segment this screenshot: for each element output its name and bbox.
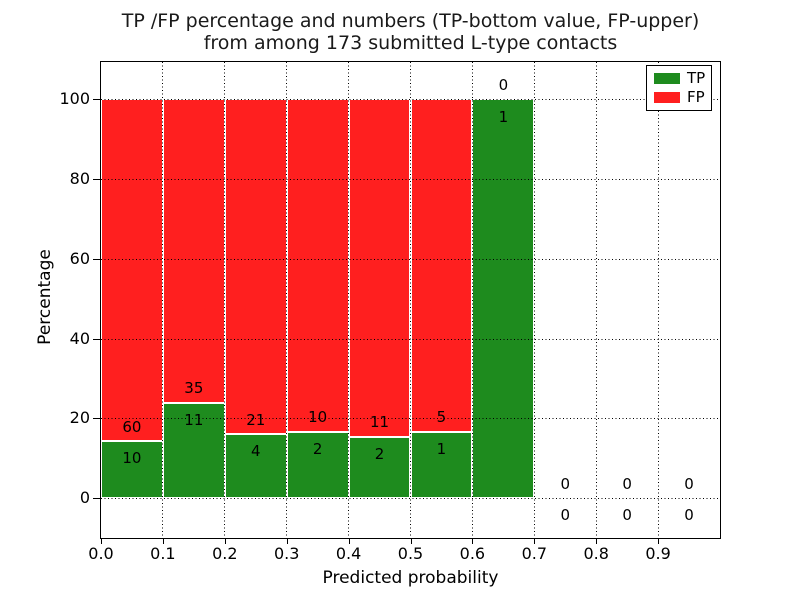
legend-tp-label: TP bbox=[687, 69, 706, 87]
tp-count-label: 0 bbox=[560, 506, 571, 525]
tp-count-label: 2 bbox=[312, 439, 323, 458]
plot-area: 60 10 35 11 21 4 10 2 11 2 5 1 0 1 0 0 0 0 0 0 TP FP bbox=[100, 61, 721, 539]
bar-segment-fp bbox=[410, 99, 473, 432]
legend-row-tp: TP bbox=[647, 71, 711, 86]
fp-count-label: 0 bbox=[684, 474, 694, 493]
y-tick-mark bbox=[93, 258, 100, 260]
x-tick-label: 0.1 bbox=[150, 544, 176, 563]
tp-count-label: 10 bbox=[122, 449, 142, 468]
gridline-vertical bbox=[595, 62, 597, 538]
y-tick-mark bbox=[93, 418, 100, 420]
x-tick-mark bbox=[101, 538, 102, 544]
x-tick-label: 0.2 bbox=[212, 544, 238, 563]
bar-segment-fp bbox=[101, 99, 163, 442]
y-tick-mark bbox=[93, 99, 100, 101]
tp-count-label: 0 bbox=[622, 506, 632, 525]
y-tick-mark bbox=[93, 338, 100, 340]
fp-count-label: 11 bbox=[369, 413, 390, 432]
x-tick-label: 0.0 bbox=[88, 544, 114, 563]
chart-title-line1: TP /FP percentage and numbers (TP-bottom… bbox=[121, 10, 700, 32]
tp-count-label: 4 bbox=[250, 442, 261, 461]
y-tick-label: 20 bbox=[69, 408, 90, 428]
x-tick-mark bbox=[534, 538, 536, 544]
x-tick-label: 0.9 bbox=[645, 544, 671, 563]
chart-title-line2: from among 173 submitted L-type contacts bbox=[203, 32, 618, 54]
y-tick-mark bbox=[93, 498, 100, 500]
fp-count-label: 35 bbox=[184, 379, 204, 398]
fp-count-label: 0 bbox=[498, 76, 509, 95]
y-tick-label: 0 bbox=[79, 488, 90, 508]
bar-segment-tp bbox=[101, 441, 163, 499]
chart-title: TP /FP percentage and numbers (TP-bottom… bbox=[100, 10, 721, 54]
x-tick-mark bbox=[596, 538, 598, 544]
x-tick-mark bbox=[410, 538, 412, 544]
x-tick-mark bbox=[472, 538, 474, 544]
legend: TP FP bbox=[646, 65, 712, 111]
y-tick-label: 100 bbox=[59, 89, 90, 109]
fp-count-label: 21 bbox=[246, 410, 266, 429]
x-tick-label: 0.3 bbox=[273, 544, 300, 563]
x-tick-mark bbox=[658, 538, 660, 544]
legend-fp-swatch-icon bbox=[654, 92, 680, 103]
x-tick-mark bbox=[348, 538, 350, 544]
bar-segment-fp bbox=[286, 99, 349, 432]
bar-segment-fp bbox=[348, 99, 411, 437]
x-tick-label: 0.8 bbox=[583, 544, 609, 563]
tp-count-label: 2 bbox=[374, 444, 385, 463]
y-tick-label: 80 bbox=[69, 169, 90, 189]
y-tick-label: 60 bbox=[69, 248, 90, 268]
gridline-horizontal bbox=[101, 498, 720, 500]
x-tick-label: 0.4 bbox=[335, 544, 362, 563]
x-tick-label: 0.7 bbox=[521, 544, 548, 563]
fp-count-label: 10 bbox=[308, 408, 328, 427]
gridline-vertical bbox=[657, 62, 659, 538]
tp-count-label: 1 bbox=[498, 107, 509, 126]
x-tick-label: 0.6 bbox=[459, 544, 486, 563]
fp-count-label: 0 bbox=[622, 474, 632, 493]
legend-row-fp: FP bbox=[647, 90, 711, 105]
x-tick-label: 0.5 bbox=[397, 544, 424, 563]
bar-segment-fp bbox=[162, 99, 225, 403]
bar-segment-tp bbox=[472, 99, 535, 499]
y-tick-label: 40 bbox=[69, 328, 90, 348]
bar-segment-fp bbox=[224, 99, 287, 435]
tp-count-label: 0 bbox=[684, 506, 694, 525]
fp-count-label: 60 bbox=[122, 417, 142, 436]
x-tick-mark bbox=[286, 538, 288, 544]
x-tick-mark bbox=[162, 538, 164, 544]
y-tick-mark bbox=[93, 179, 100, 181]
x-axis-label: Predicted probability bbox=[322, 568, 499, 588]
legend-tp-swatch-icon bbox=[654, 73, 680, 84]
tp-count-label: 1 bbox=[436, 439, 447, 458]
fp-count-label: 5 bbox=[436, 408, 447, 427]
legend-fp-label: FP bbox=[687, 88, 705, 106]
tp-count-label: 11 bbox=[184, 410, 204, 429]
fp-count-label: 0 bbox=[560, 474, 571, 493]
x-tick-mark bbox=[224, 538, 226, 544]
